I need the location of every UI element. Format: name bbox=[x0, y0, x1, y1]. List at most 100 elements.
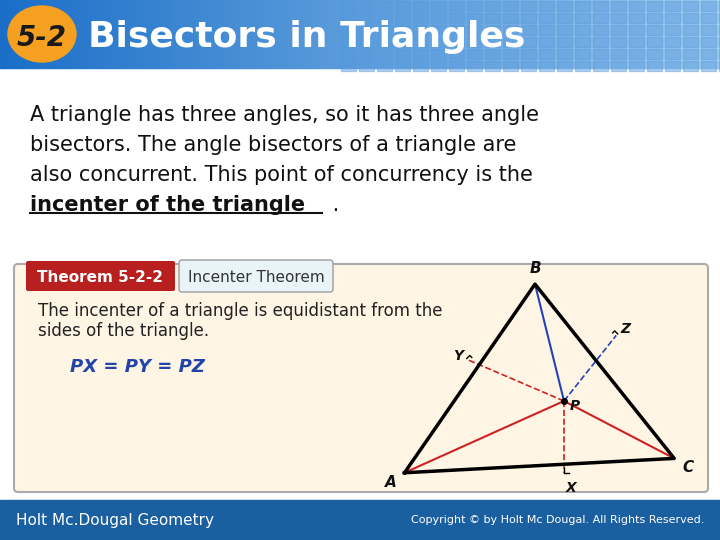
Bar bbox=[201, 0, 202, 68]
Bar bbox=[70, 0, 71, 68]
Bar bbox=[237, 0, 238, 68]
Bar bbox=[702, 0, 703, 68]
Bar bbox=[277, 0, 278, 68]
Text: .: . bbox=[326, 195, 339, 215]
Bar bbox=[708, 0, 709, 68]
Bar bbox=[465, 0, 466, 68]
Bar bbox=[140, 0, 141, 68]
Bar bbox=[617, 0, 618, 68]
Bar bbox=[380, 0, 381, 68]
Bar bbox=[431, 61, 446, 71]
Bar bbox=[575, 61, 590, 71]
Bar bbox=[537, 0, 538, 68]
Bar bbox=[359, 37, 374, 47]
Bar bbox=[230, 0, 231, 68]
Bar bbox=[535, 0, 536, 68]
Bar bbox=[637, 0, 638, 68]
Bar bbox=[206, 0, 207, 68]
Bar bbox=[649, 0, 650, 68]
Bar bbox=[308, 0, 309, 68]
Bar bbox=[77, 0, 78, 68]
Bar bbox=[449, 1, 464, 11]
Bar bbox=[413, 1, 428, 11]
Bar bbox=[701, 61, 716, 71]
Bar bbox=[701, 25, 716, 35]
Bar bbox=[17, 0, 18, 68]
Bar bbox=[683, 49, 698, 59]
Bar bbox=[251, 0, 252, 68]
Bar bbox=[135, 0, 136, 68]
Bar bbox=[196, 0, 197, 68]
Bar bbox=[625, 0, 626, 68]
Bar bbox=[519, 0, 520, 68]
Bar bbox=[359, 25, 374, 35]
Bar bbox=[414, 0, 415, 68]
Bar bbox=[250, 0, 251, 68]
Bar bbox=[166, 0, 167, 68]
Bar bbox=[413, 61, 428, 71]
Bar bbox=[318, 0, 319, 68]
Bar bbox=[420, 0, 421, 68]
Bar bbox=[525, 0, 526, 68]
Bar bbox=[647, 13, 662, 23]
Bar bbox=[216, 0, 217, 68]
Bar bbox=[602, 0, 603, 68]
Bar bbox=[359, 61, 374, 71]
Bar bbox=[49, 0, 50, 68]
Bar bbox=[33, 0, 34, 68]
Bar bbox=[224, 0, 225, 68]
Bar bbox=[431, 13, 446, 23]
Bar bbox=[719, 25, 720, 35]
Bar bbox=[264, 0, 265, 68]
Bar bbox=[464, 0, 465, 68]
Bar bbox=[636, 0, 637, 68]
Bar bbox=[383, 0, 384, 68]
Bar bbox=[268, 0, 269, 68]
Bar bbox=[592, 0, 593, 68]
Bar bbox=[254, 0, 255, 68]
Bar bbox=[402, 0, 403, 68]
Bar bbox=[622, 0, 623, 68]
Bar bbox=[229, 0, 230, 68]
Bar bbox=[59, 0, 60, 68]
Bar bbox=[377, 0, 378, 68]
Bar bbox=[86, 0, 87, 68]
Bar bbox=[377, 25, 392, 35]
Bar bbox=[226, 0, 227, 68]
Bar bbox=[661, 0, 662, 68]
Bar bbox=[641, 0, 642, 68]
Bar bbox=[639, 0, 640, 68]
Bar bbox=[507, 0, 508, 68]
Bar bbox=[124, 0, 125, 68]
Bar bbox=[136, 0, 137, 68]
Bar bbox=[557, 13, 572, 23]
Bar bbox=[504, 0, 505, 68]
Bar bbox=[543, 0, 544, 68]
Bar bbox=[182, 0, 183, 68]
Bar bbox=[108, 0, 109, 68]
Bar bbox=[398, 0, 399, 68]
Bar bbox=[435, 0, 436, 68]
Bar bbox=[656, 0, 657, 68]
Bar bbox=[611, 37, 626, 47]
Bar bbox=[276, 0, 277, 68]
Bar bbox=[292, 0, 293, 68]
Bar bbox=[362, 0, 363, 68]
Bar bbox=[269, 0, 270, 68]
Bar bbox=[125, 0, 126, 68]
Bar bbox=[332, 0, 333, 68]
Bar bbox=[10, 0, 11, 68]
Bar bbox=[195, 0, 196, 68]
Bar bbox=[442, 0, 443, 68]
Bar bbox=[683, 1, 698, 11]
Bar bbox=[137, 0, 138, 68]
Bar bbox=[212, 0, 213, 68]
Bar bbox=[526, 0, 527, 68]
Bar bbox=[203, 0, 204, 68]
Bar bbox=[329, 0, 330, 68]
Bar bbox=[389, 0, 390, 68]
Bar bbox=[424, 0, 425, 68]
Bar bbox=[633, 0, 634, 68]
Bar bbox=[36, 0, 37, 68]
Bar bbox=[87, 0, 88, 68]
